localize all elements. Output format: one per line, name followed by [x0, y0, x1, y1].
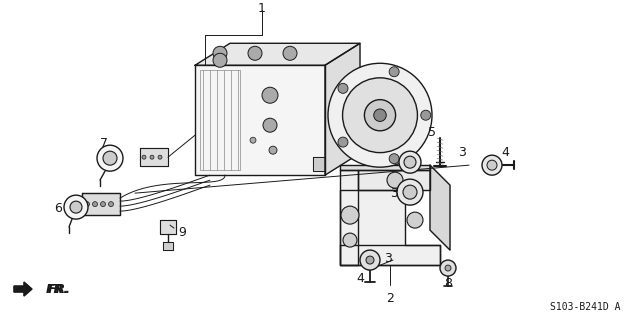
Circle shape [263, 118, 277, 132]
Polygon shape [430, 165, 450, 250]
Circle shape [213, 46, 227, 60]
Circle shape [487, 160, 497, 170]
Polygon shape [340, 245, 440, 265]
Circle shape [213, 53, 227, 67]
Text: 3: 3 [384, 252, 392, 265]
Polygon shape [140, 148, 168, 166]
Polygon shape [195, 65, 325, 175]
Polygon shape [340, 190, 440, 265]
Circle shape [364, 100, 396, 131]
Text: 3: 3 [458, 146, 466, 159]
Text: 9: 9 [178, 226, 186, 239]
Text: FR.: FR. [46, 283, 69, 296]
Circle shape [399, 151, 421, 173]
Polygon shape [340, 170, 358, 265]
Polygon shape [14, 282, 32, 296]
Text: 3: 3 [390, 187, 398, 200]
Circle shape [403, 185, 417, 199]
Polygon shape [313, 157, 325, 171]
Text: FR.: FR. [48, 283, 71, 296]
Text: 2: 2 [386, 292, 394, 305]
Circle shape [338, 137, 348, 147]
Circle shape [341, 206, 359, 224]
Circle shape [100, 202, 106, 207]
Polygon shape [195, 43, 360, 65]
Circle shape [109, 202, 113, 207]
Circle shape [342, 78, 417, 153]
Text: 4: 4 [501, 146, 509, 159]
Circle shape [389, 67, 399, 77]
Circle shape [338, 83, 348, 93]
Polygon shape [340, 165, 430, 170]
Circle shape [150, 155, 154, 159]
Polygon shape [325, 43, 360, 175]
Text: 6: 6 [54, 202, 62, 215]
Text: 8: 8 [444, 276, 452, 290]
Text: 1: 1 [258, 2, 266, 15]
Circle shape [93, 202, 97, 207]
Polygon shape [163, 242, 173, 250]
Circle shape [397, 179, 423, 205]
Polygon shape [358, 170, 430, 190]
Circle shape [70, 201, 82, 213]
Polygon shape [82, 193, 120, 215]
Circle shape [440, 260, 456, 276]
Circle shape [269, 146, 277, 154]
Circle shape [250, 137, 256, 143]
Bar [200, 70, 240, 170]
Circle shape [420, 110, 431, 120]
Circle shape [407, 212, 423, 228]
Circle shape [374, 109, 387, 122]
Text: 4: 4 [356, 272, 364, 284]
Circle shape [343, 233, 357, 247]
Circle shape [262, 87, 278, 103]
Polygon shape [160, 220, 176, 234]
Circle shape [404, 156, 416, 168]
Text: 5: 5 [428, 126, 436, 139]
Text: 7: 7 [100, 137, 108, 150]
Circle shape [84, 202, 90, 207]
Circle shape [142, 155, 146, 159]
Text: S103-B241D A: S103-B241D A [550, 302, 620, 312]
Circle shape [387, 172, 403, 188]
Circle shape [248, 46, 262, 60]
Circle shape [158, 155, 162, 159]
Circle shape [283, 46, 297, 60]
Circle shape [328, 63, 432, 167]
Circle shape [103, 151, 117, 165]
Circle shape [360, 250, 380, 270]
Circle shape [389, 154, 399, 164]
Circle shape [366, 256, 374, 264]
Circle shape [445, 265, 451, 271]
Circle shape [97, 145, 123, 171]
Circle shape [482, 155, 502, 175]
Circle shape [64, 195, 88, 219]
